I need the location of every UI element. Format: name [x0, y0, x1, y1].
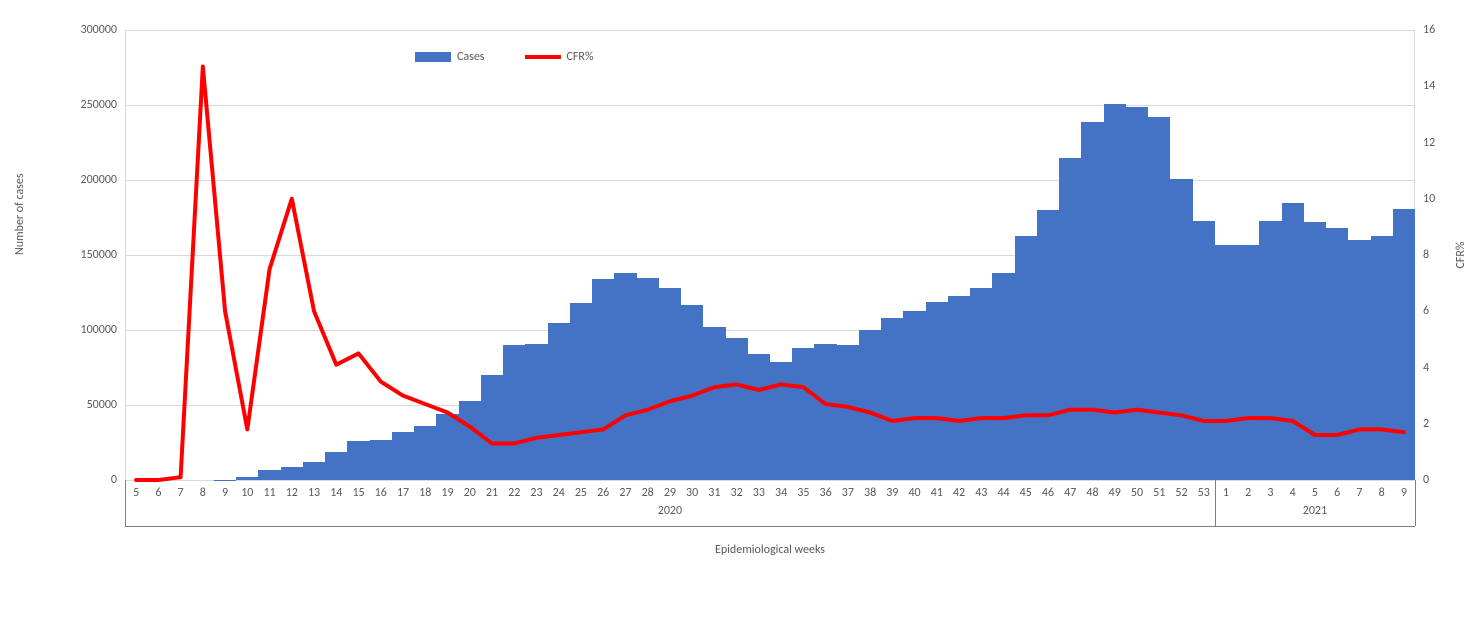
x-tick-label: 38 — [864, 486, 876, 500]
x-tick-label: 33 — [753, 486, 765, 500]
y-left-tick-label: 250000 — [81, 98, 118, 112]
y-left-tick-label: 100000 — [81, 323, 118, 337]
x-tick-label: 51 — [1153, 486, 1165, 500]
x-tick-label: 8 — [200, 486, 206, 500]
x-tick-label: 3 — [1267, 486, 1273, 500]
x-ticks: 5678910111213141516171819202122232425262… — [125, 486, 1415, 546]
year-label: 2021 — [1303, 504, 1327, 518]
x-tick-label: 47 — [1064, 486, 1076, 500]
x-tick-label: 5 — [133, 486, 139, 500]
x-tick-label: 17 — [397, 486, 409, 500]
y-left-tick-label: 0 — [111, 473, 117, 487]
x-tick-label: 50 — [1131, 486, 1143, 500]
x-tick-label: 6 — [1334, 486, 1340, 500]
x-tick-label: 46 — [1042, 486, 1054, 500]
x-tick-label: 4 — [1290, 486, 1296, 500]
legend-item-cfr: CFR% — [525, 50, 594, 64]
x-tick-label: 6 — [155, 486, 161, 500]
x-tick-label: 49 — [1109, 486, 1121, 500]
year-bottom-line — [125, 526, 1415, 527]
gridline — [125, 480, 1415, 481]
legend-swatch-bar — [415, 52, 451, 62]
x-tick-label: 44 — [997, 486, 1009, 500]
y-right-title: CFR% — [1454, 241, 1468, 268]
y-left-tick-label: 300000 — [81, 23, 118, 37]
x-tick-label: 37 — [842, 486, 854, 500]
y-right-tick-label: 10 — [1423, 192, 1435, 206]
x-tick-label: 29 — [664, 486, 676, 500]
y-left-ticks: 050000100000150000200000250000300000 — [0, 30, 117, 480]
x-tick-label: 53 — [1198, 486, 1210, 500]
y-right-tick-label: 14 — [1423, 79, 1435, 93]
y-right-tick-label: 0 — [1423, 473, 1429, 487]
x-tick-label: 39 — [886, 486, 898, 500]
year-label: 2020 — [658, 504, 682, 518]
x-tick-label: 5 — [1312, 486, 1318, 500]
y-right-tick-label: 8 — [1423, 248, 1429, 262]
plot-area — [125, 30, 1415, 480]
x-tick-label: 12 — [286, 486, 298, 500]
x-tick-label: 34 — [775, 486, 787, 500]
x-tick-label: 20 — [464, 486, 476, 500]
x-tick-label: 9 — [222, 486, 228, 500]
x-axis-title: Epidemiological weeks — [125, 543, 1415, 557]
y-right-tick-label: 16 — [1423, 23, 1435, 37]
x-tick-label: 22 — [508, 486, 520, 500]
y-left-tick-label: 200000 — [81, 173, 118, 187]
year-separator — [125, 480, 126, 526]
x-tick-label: 25 — [575, 486, 587, 500]
chart-container: { "chart": { "type": "bar+line-dual-axis… — [0, 0, 1481, 621]
y-right-tick-label: 4 — [1423, 361, 1429, 375]
x-tick-label: 8 — [1379, 486, 1385, 500]
x-tick-label: 35 — [797, 486, 809, 500]
x-tick-label: 14 — [330, 486, 342, 500]
x-tick-label: 41 — [931, 486, 943, 500]
y-left-tick-label: 50000 — [87, 398, 117, 412]
x-tick-label: 28 — [642, 486, 654, 500]
legend-label-cfr: CFR% — [567, 50, 594, 64]
x-tick-label: 24 — [553, 486, 565, 500]
x-tick-label: 23 — [530, 486, 542, 500]
x-tick-label: 42 — [953, 486, 965, 500]
x-tick-label: 15 — [352, 486, 364, 500]
x-tick-label: 27 — [619, 486, 631, 500]
x-tick-label: 9 — [1401, 486, 1407, 500]
legend: Cases CFR% — [415, 50, 594, 64]
x-tick-label: 40 — [908, 486, 920, 500]
cfr-line — [125, 30, 1415, 480]
x-tick-label: 45 — [1020, 486, 1032, 500]
x-tick-label: 7 — [178, 486, 184, 500]
x-tick-label: 7 — [1356, 486, 1362, 500]
x-tick-label: 16 — [375, 486, 387, 500]
year-separator — [1215, 480, 1216, 526]
x-tick-label: 36 — [820, 486, 832, 500]
x-tick-label: 32 — [731, 486, 743, 500]
x-tick-label: 10 — [241, 486, 253, 500]
legend-label-cases: Cases — [457, 50, 485, 64]
y-right-tick-label: 6 — [1423, 304, 1429, 318]
y-left-tick-label: 150000 — [81, 248, 118, 262]
x-tick-label: 11 — [263, 486, 275, 500]
legend-item-cases: Cases — [415, 50, 485, 64]
x-tick-label: 13 — [308, 486, 320, 500]
year-separator — [1415, 480, 1416, 526]
x-tick-label: 18 — [419, 486, 431, 500]
x-tick-label: 48 — [1086, 486, 1098, 500]
y-right-tick-label: 12 — [1423, 136, 1435, 150]
x-tick-label: 1 — [1223, 486, 1229, 500]
legend-swatch-line — [525, 55, 561, 59]
x-tick-label: 43 — [975, 486, 987, 500]
x-tick-label: 52 — [1175, 486, 1187, 500]
x-tick-label: 21 — [486, 486, 498, 500]
x-tick-label: 26 — [597, 486, 609, 500]
x-tick-label: 31 — [708, 486, 720, 500]
x-tick-label: 30 — [686, 486, 698, 500]
x-tick-label: 2 — [1245, 486, 1251, 500]
x-tick-label: 19 — [441, 486, 453, 500]
y-right-tick-label: 2 — [1423, 417, 1429, 431]
